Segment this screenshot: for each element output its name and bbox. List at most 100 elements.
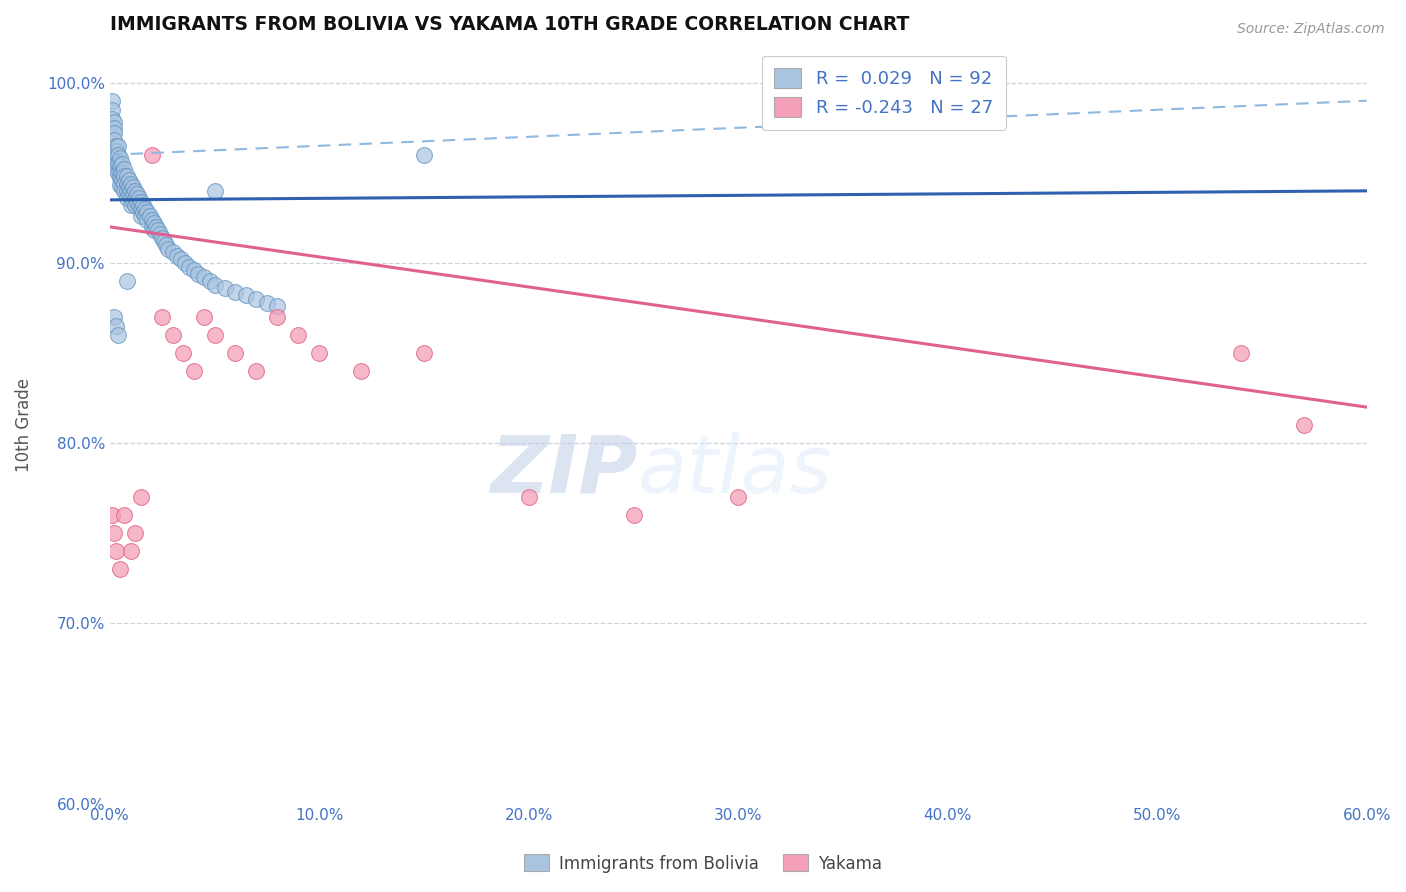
Point — [204, 184, 226, 198]
Point — [107, 157, 129, 171]
Point — [110, 171, 132, 186]
Point — [153, 235, 176, 249]
Point — [129, 194, 152, 209]
Point — [124, 191, 146, 205]
Point — [115, 191, 138, 205]
Point — [155, 238, 177, 252]
Point — [187, 267, 209, 281]
Point — [105, 138, 128, 153]
Point — [138, 209, 160, 223]
Point — [157, 242, 180, 256]
Point — [727, 490, 749, 504]
Point — [204, 328, 226, 343]
Point — [124, 184, 146, 198]
Point — [128, 191, 150, 205]
Point — [1230, 346, 1253, 360]
Point — [350, 364, 373, 378]
Point — [517, 490, 540, 504]
Point — [101, 94, 124, 108]
Point — [112, 169, 135, 184]
Point — [132, 198, 155, 212]
Point — [110, 562, 132, 576]
Point — [103, 115, 125, 129]
Point — [136, 212, 159, 227]
Point — [134, 209, 156, 223]
Point — [105, 145, 128, 159]
Point — [117, 173, 139, 187]
Point — [141, 212, 163, 227]
Point — [204, 277, 226, 292]
Point — [146, 223, 169, 237]
Point — [107, 166, 129, 180]
Point — [103, 526, 125, 541]
Point — [150, 310, 173, 324]
Point — [287, 328, 309, 343]
Point — [142, 223, 165, 237]
Point — [172, 346, 194, 360]
Point — [1292, 418, 1315, 433]
Point — [115, 169, 138, 184]
Point — [134, 202, 156, 216]
Point — [111, 173, 134, 187]
Point — [103, 126, 125, 140]
Point — [129, 209, 152, 223]
Point — [111, 180, 134, 194]
Point — [193, 310, 215, 324]
Point — [174, 256, 197, 270]
Point — [121, 187, 143, 202]
Point — [111, 166, 134, 180]
Point — [413, 346, 436, 360]
Point — [125, 194, 148, 209]
Point — [101, 103, 124, 117]
Point — [121, 180, 143, 194]
Point — [214, 281, 236, 295]
Point — [129, 490, 152, 504]
Point — [112, 508, 135, 523]
Point — [111, 157, 134, 171]
Point — [413, 148, 436, 162]
Point — [256, 295, 278, 310]
Point — [183, 364, 205, 378]
Point — [105, 162, 128, 177]
Point — [179, 260, 201, 274]
Point — [224, 346, 246, 360]
Point — [103, 133, 125, 147]
Point — [266, 310, 288, 324]
Point — [103, 120, 125, 135]
Text: IMMIGRANTS FROM BOLIVIA VS YAKAMA 10TH GRADE CORRELATION CHART: IMMIGRANTS FROM BOLIVIA VS YAKAMA 10TH G… — [110, 15, 910, 34]
Point — [183, 263, 205, 277]
Point — [103, 310, 125, 324]
Point — [150, 230, 173, 244]
Point — [129, 202, 152, 216]
Point — [110, 166, 132, 180]
Point — [145, 219, 167, 234]
Point — [120, 177, 142, 191]
Point — [120, 184, 142, 198]
Point — [245, 292, 267, 306]
Point — [170, 252, 193, 267]
Y-axis label: 10th Grade: 10th Grade — [15, 378, 32, 472]
Point — [105, 157, 128, 171]
Point — [107, 328, 129, 343]
Text: Source: ZipAtlas.com: Source: ZipAtlas.com — [1237, 22, 1385, 37]
Point — [120, 198, 142, 212]
Point — [141, 148, 163, 162]
Point — [266, 299, 288, 313]
Point — [115, 177, 138, 191]
Point — [132, 205, 155, 219]
Text: ZIP: ZIP — [491, 432, 638, 509]
Point — [112, 177, 135, 191]
Point — [124, 198, 146, 212]
Point — [125, 187, 148, 202]
Point — [141, 219, 163, 234]
Point — [162, 328, 184, 343]
Point — [105, 318, 128, 333]
Point — [112, 162, 135, 177]
Point — [120, 544, 142, 558]
Point — [107, 148, 129, 162]
Point — [136, 205, 159, 219]
Point — [115, 184, 138, 198]
Legend: R =  0.029   N = 92, R = -0.243   N = 27: R = 0.029 N = 92, R = -0.243 N = 27 — [762, 55, 1005, 129]
Point — [105, 544, 128, 558]
Point — [162, 245, 184, 260]
